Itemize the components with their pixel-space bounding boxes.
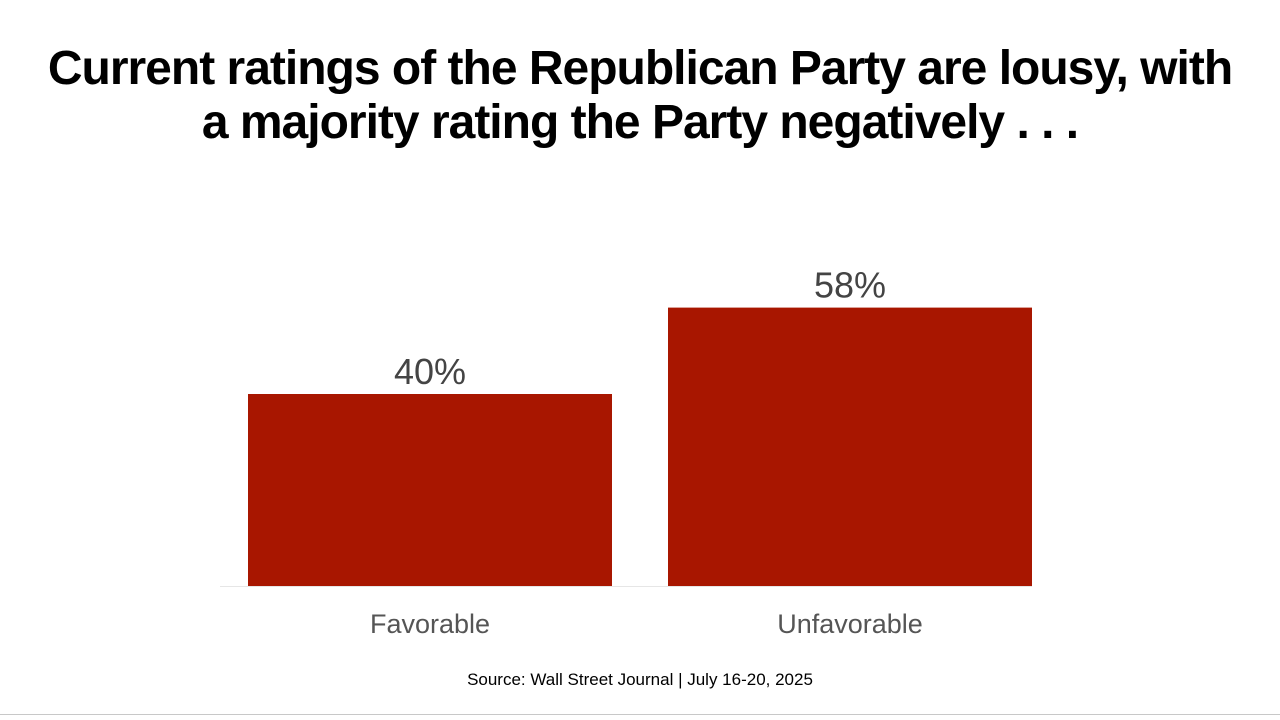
bar-chart: 40% Favorable 58% Unfavorable — [0, 0, 1280, 720]
data-label-unfavorable: 58% — [814, 265, 886, 306]
source-note: Source: Wall Street Journal | July 16-20… — [0, 670, 1280, 690]
data-label-favorable: 40% — [394, 351, 466, 392]
category-label-favorable: Favorable — [370, 609, 490, 639]
bar-unfavorable — [668, 308, 1032, 586]
bottom-divider — [0, 714, 1280, 715]
bar-favorable — [248, 394, 612, 586]
category-label-unfavorable: Unfavorable — [777, 609, 923, 639]
